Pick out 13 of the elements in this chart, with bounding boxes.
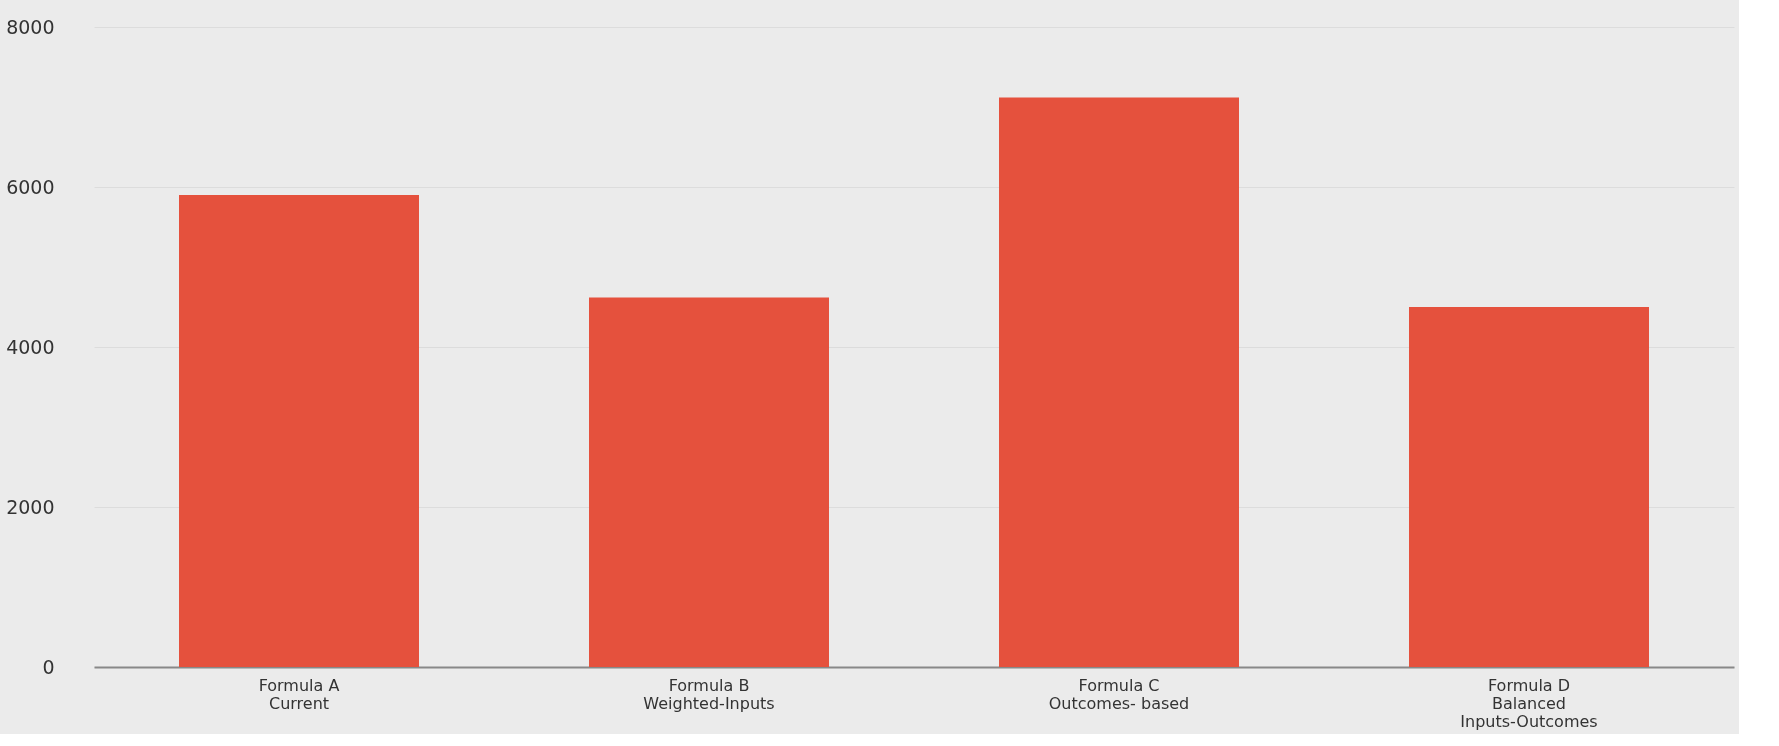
y-tick-label: 4000 <box>6 335 55 358</box>
x-tick-label: Formula B Weighted-Inputs <box>643 675 775 713</box>
y-tick-label: 6000 <box>6 175 55 198</box>
x-tick-label: Formula C Outcomes- based <box>1048 675 1190 713</box>
x-tick-label: Formula D Balanced Inputs-Outcomes <box>1460 675 1598 731</box>
bar <box>999 97 1239 667</box>
bar <box>589 297 829 667</box>
bar <box>179 195 419 667</box>
y-tick-label: 8000 <box>6 15 55 38</box>
bar <box>1409 307 1649 667</box>
x-tick-label: Formula A Current <box>258 675 340 713</box>
y-tick-label: 0 <box>42 655 55 678</box>
y-tick-label: 2000 <box>6 495 55 518</box>
